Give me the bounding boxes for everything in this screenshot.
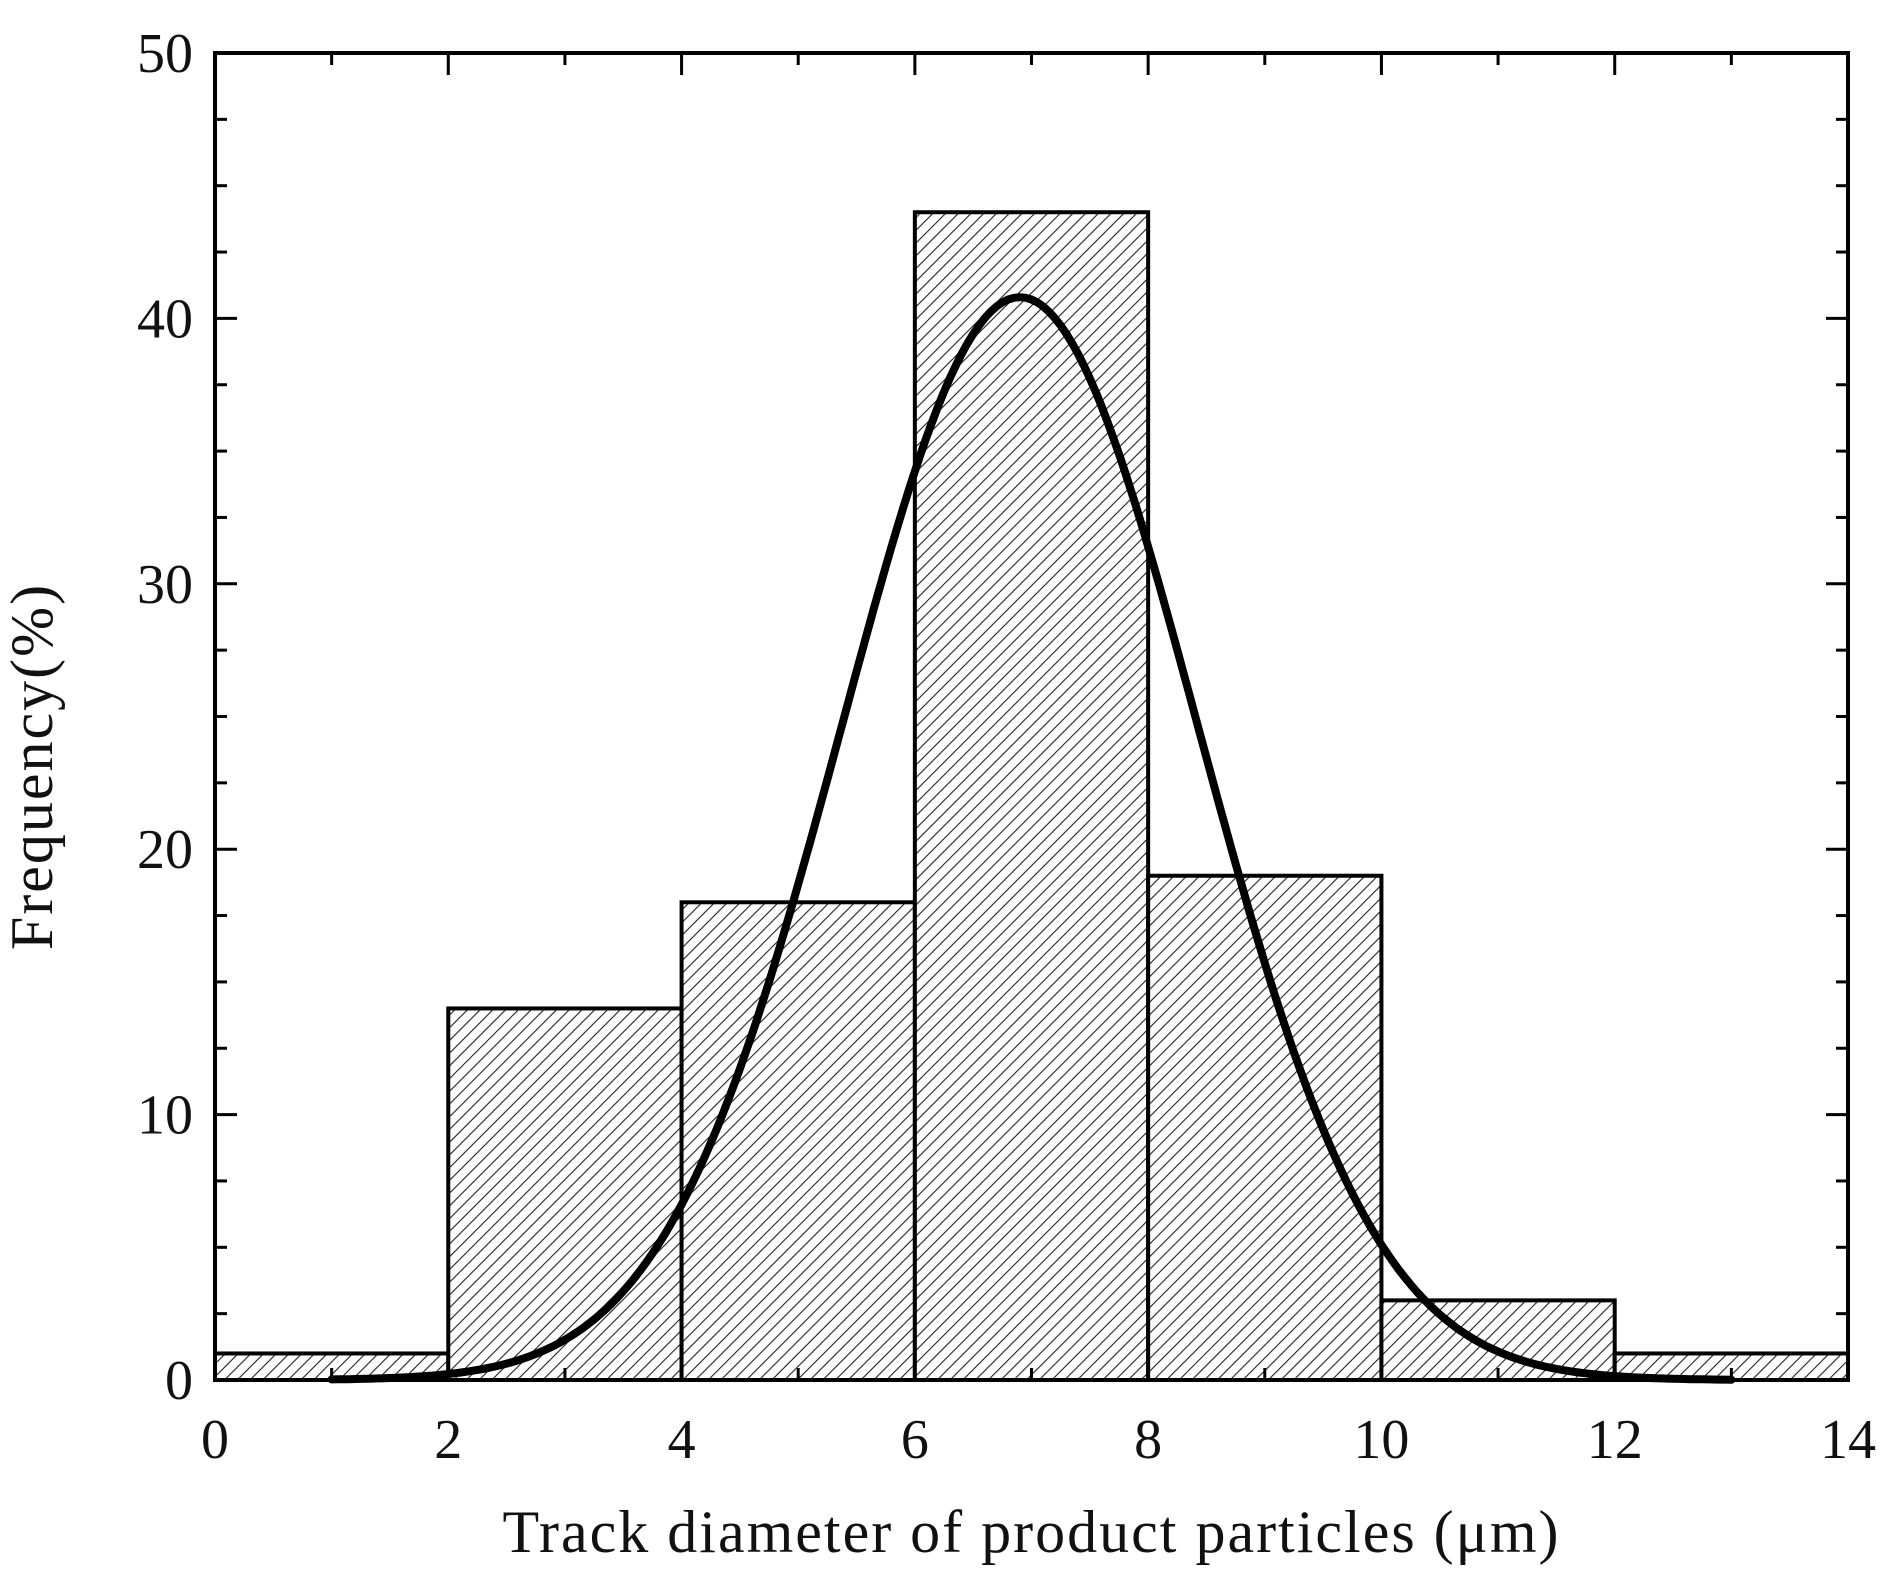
y-tick-label: 50 [137, 23, 193, 85]
fit-curve-line [327, 293, 1736, 1384]
histogram-bar-5 [1379, 1298, 1617, 1383]
y-tick-label: 30 [137, 554, 193, 616]
histogram-bars [213, 210, 1850, 1383]
y-tick-label: 10 [137, 1085, 193, 1147]
histogram-bar-1 [446, 1006, 684, 1382]
x-tick-label: 10 [1353, 1409, 1409, 1471]
y-axis-title: Frequency(%) [0, 583, 65, 950]
x-tick-label: 14 [1820, 1409, 1876, 1471]
axis-ticks [213, 51, 1850, 1382]
y-tick-label: 40 [137, 288, 193, 350]
x-tick-label: 0 [201, 1409, 229, 1471]
x-tick-label: 8 [1134, 1409, 1162, 1471]
histogram-bar-3 [912, 210, 1151, 1383]
x-axis-title: Track diameter of product particles (μm) [503, 1499, 1561, 1565]
x-tick-label: 6 [901, 1409, 929, 1471]
x-tick-label: 2 [434, 1409, 462, 1471]
tick-labels: 0 2 4 6 8 10 12 14 0 10 20 30 40 50 [137, 23, 1876, 1471]
histogram-bar-2 [679, 900, 917, 1383]
y-tick-label: 0 [165, 1350, 193, 1412]
x-tick-label: 12 [1587, 1409, 1643, 1471]
x-tick-label: 4 [668, 1409, 696, 1471]
y-tick-label: 20 [137, 819, 193, 881]
